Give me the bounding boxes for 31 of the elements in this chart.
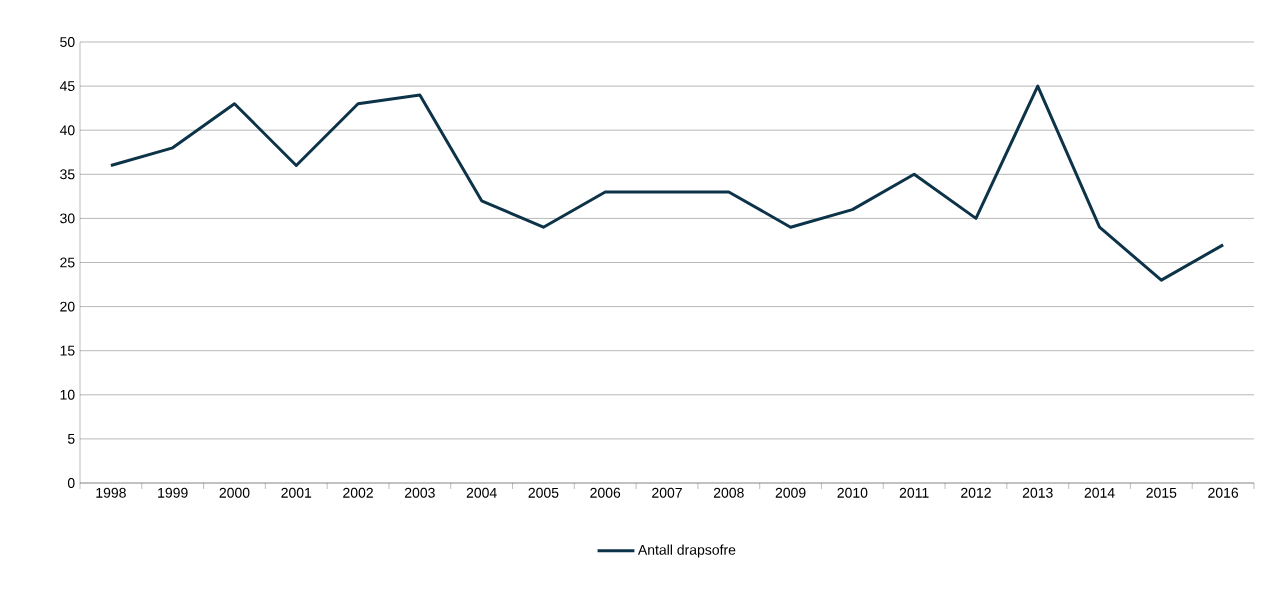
x-tick-label: 2009 xyxy=(775,487,806,498)
x-tick-label: 2013 xyxy=(1022,487,1053,498)
y-tick-label: 30 xyxy=(60,213,75,224)
x-tick-label: 2012 xyxy=(961,487,991,498)
y-tick-label: 45 xyxy=(59,81,75,91)
y-tick-label: 50 xyxy=(60,37,75,47)
y-tick-label: 20 xyxy=(60,301,75,312)
x-tick-label: 2002 xyxy=(343,487,373,498)
x-tick-label: 2005 xyxy=(528,487,559,498)
y-tick-label: 35 xyxy=(60,169,75,180)
x-tick-label: 2016 xyxy=(1208,487,1239,498)
x-tick-label: 2007 xyxy=(652,487,682,498)
legend-label: Antall drapsofre xyxy=(637,544,736,558)
x-tick-label: 1998 xyxy=(96,487,126,498)
x-tick-label: 2001 xyxy=(281,487,312,498)
x-tick-label: 2004 xyxy=(466,487,497,498)
x-tick-label: 2014 xyxy=(1084,487,1115,498)
y-tick-label: 10 xyxy=(60,389,75,400)
y-tick-label: 15 xyxy=(60,345,75,356)
y-tick-label: 5 xyxy=(67,434,75,444)
x-tick-label: 2000 xyxy=(219,487,250,498)
y-tick-label: 0 xyxy=(67,478,75,488)
x-tick-label: 2006 xyxy=(590,487,621,498)
x-tick-label: 2003 xyxy=(404,487,435,498)
x-tick-label: 2011 xyxy=(899,487,929,498)
x-tick-label: 1999 xyxy=(158,487,188,498)
x-tick-label: 2008 xyxy=(713,487,744,498)
y-tick-label: 40 xyxy=(59,125,75,136)
x-tick-label: 2010 xyxy=(837,487,868,498)
y-tick-label: 25 xyxy=(60,257,75,268)
x-tick-label: 2015 xyxy=(1146,487,1177,498)
